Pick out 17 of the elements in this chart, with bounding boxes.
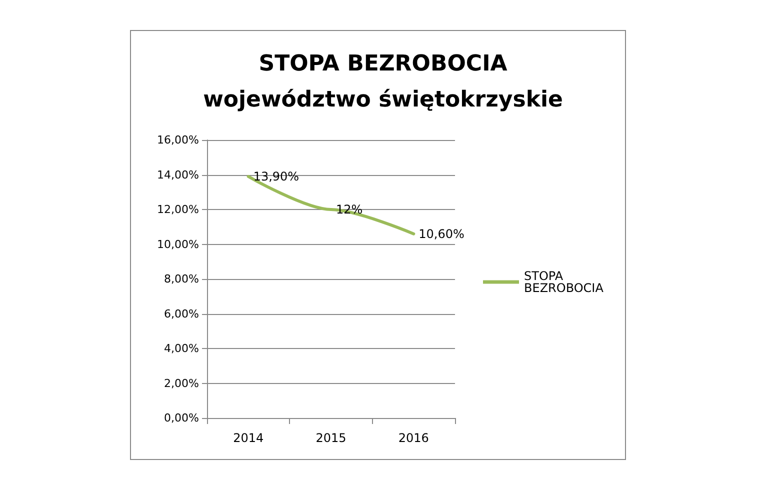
x-tick-label: 2015	[316, 431, 346, 445]
x-tick-label: 2016	[398, 431, 429, 445]
y-tick-label: 12,00%	[157, 203, 199, 216]
chart-subtitle: województwo świętokrzyskie	[203, 88, 563, 112]
y-tick-label: 16,00%	[157, 134, 199, 146]
data-label: 10,60%	[418, 226, 464, 241]
x-tick-label: 2014	[233, 431, 264, 445]
data-label: 13,90%	[253, 169, 300, 184]
y-tick-label: 4,00%	[164, 342, 199, 355]
chart-title: STOPA BEZROBOCIA	[258, 52, 508, 76]
y-tick-label: 0,00%	[164, 412, 199, 424]
y-tick-label: 14,00%	[157, 168, 199, 182]
y-tick-label: 10,00%	[157, 238, 199, 251]
y-tick-label: 2,00%	[164, 376, 199, 390]
legend-label: STOPA BEZROBOCIA	[524, 269, 604, 295]
y-tick-label: 8,00%	[164, 272, 199, 286]
y-tick-label: 6,00%	[164, 307, 199, 320]
